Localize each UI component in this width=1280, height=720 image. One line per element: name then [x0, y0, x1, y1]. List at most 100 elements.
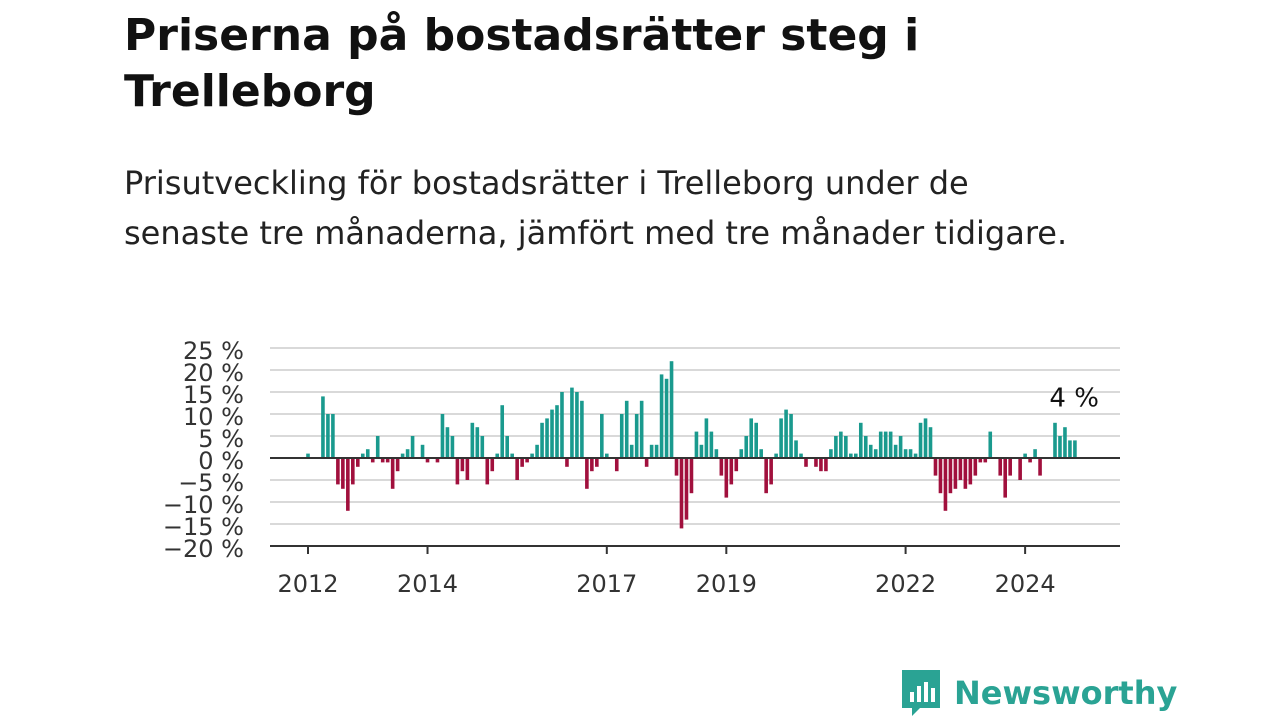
bar — [854, 453, 858, 458]
bar — [365, 449, 370, 458]
bar — [575, 392, 579, 458]
bar — [883, 431, 888, 458]
y-axis-labels: 25 %20 %15 %10 %5 %0 %−5 %−10 %−15 %−20 … — [163, 337, 244, 563]
x-axis-labels: 2012 2014 2017 2019 2022 2024 — [277, 570, 1055, 598]
bar — [824, 458, 828, 472]
bar — [460, 458, 465, 472]
bar — [684, 458, 689, 520]
bar — [605, 453, 609, 458]
axes — [270, 457, 1120, 554]
bar — [829, 449, 833, 458]
chart-subtitle: Prisutveckling för bostadsrätter i Trell… — [124, 164, 1068, 252]
bar — [410, 436, 415, 458]
bar — [505, 436, 509, 458]
bar — [1023, 453, 1027, 458]
bar — [873, 449, 878, 458]
bar — [490, 458, 495, 472]
bar — [893, 444, 898, 458]
bar — [943, 458, 948, 511]
y-tick-label: −20 % — [163, 535, 244, 563]
bar — [953, 458, 958, 489]
bar — [1068, 440, 1072, 458]
bar — [769, 458, 773, 485]
bar — [425, 458, 430, 463]
bar — [928, 427, 933, 458]
bar — [545, 418, 549, 458]
bar — [1033, 449, 1037, 458]
bar — [839, 431, 843, 458]
bar — [570, 387, 574, 458]
bar — [614, 458, 619, 472]
bar — [933, 458, 938, 476]
bar — [550, 409, 554, 458]
y-tick-label: 20 % — [183, 359, 244, 387]
bar — [699, 444, 704, 458]
bar — [669, 361, 674, 458]
bar — [988, 431, 993, 458]
bar — [450, 436, 455, 458]
bar — [868, 444, 873, 458]
bar — [844, 436, 848, 458]
bar — [858, 422, 863, 458]
x-tick-label: 2014 — [397, 570, 458, 598]
bar — [1028, 458, 1032, 463]
bar — [968, 458, 973, 485]
y-tick-label: 0 % — [198, 447, 244, 475]
bar — [694, 431, 699, 458]
newsworthy-logo-icon — [902, 670, 940, 716]
bar — [580, 400, 584, 458]
bar — [351, 458, 355, 485]
bar — [455, 458, 460, 485]
bar — [789, 414, 793, 458]
bar — [998, 458, 1003, 476]
y-tick-label: 10 % — [183, 403, 244, 431]
bar — [1053, 422, 1057, 458]
bar — [659, 374, 664, 458]
x-tick-label: 2012 — [277, 570, 338, 598]
bar — [779, 418, 783, 458]
bar — [360, 453, 365, 458]
bar — [500, 405, 505, 458]
x-tick-label: 2022 — [875, 570, 936, 598]
bar — [963, 458, 968, 489]
bar — [624, 400, 629, 458]
bar — [674, 458, 679, 476]
bar — [898, 436, 903, 458]
bar — [510, 453, 514, 458]
bar — [600, 414, 604, 458]
bar — [724, 458, 729, 498]
newsworthy-logo-text: Newsworthy — [954, 674, 1178, 712]
bar — [440, 414, 445, 458]
y-tick-label: 15 % — [183, 381, 244, 409]
x-tick-label: 2024 — [995, 570, 1056, 598]
bar — [346, 458, 350, 511]
bar — [380, 458, 385, 463]
bar — [565, 458, 569, 467]
bar — [814, 458, 818, 467]
newsworthy-logo: Newsworthy — [900, 668, 1177, 718]
bar — [405, 449, 410, 458]
bar — [754, 422, 758, 458]
bars — [306, 361, 1077, 529]
bar — [1008, 458, 1012, 476]
x-tick-label: 2017 — [576, 570, 637, 598]
bar — [445, 427, 450, 458]
bar — [1018, 458, 1022, 480]
bar — [634, 414, 639, 458]
bar — [585, 458, 589, 489]
bar — [1073, 440, 1077, 458]
bar — [908, 449, 913, 458]
bar — [385, 458, 390, 463]
bar — [390, 458, 395, 489]
bar — [654, 444, 659, 458]
bar — [978, 458, 983, 463]
bar — [644, 458, 649, 467]
bar — [639, 400, 644, 458]
bar — [923, 418, 928, 458]
y-tick-label: −5 % — [178, 469, 244, 497]
bar — [535, 444, 539, 458]
bar — [1058, 436, 1062, 458]
bar — [515, 458, 519, 480]
bar — [356, 458, 360, 467]
